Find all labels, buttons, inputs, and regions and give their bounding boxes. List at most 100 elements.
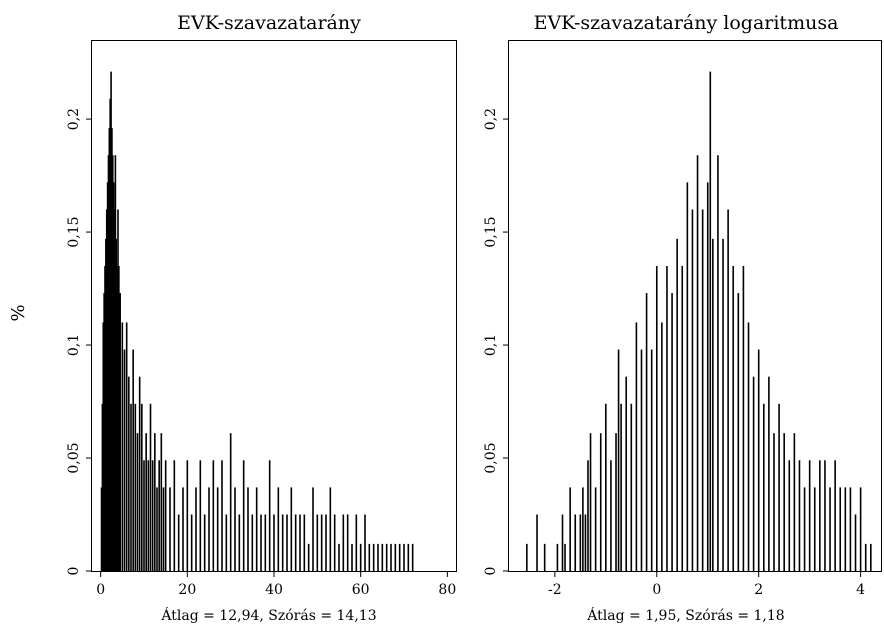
- bar: [839, 487, 842, 571]
- bar: [151, 460, 154, 571]
- y-tick-label: 0,2: [483, 108, 499, 130]
- bar: [411, 543, 414, 571]
- bar: [203, 514, 206, 571]
- bar: [706, 182, 709, 571]
- bar: [778, 403, 780, 571]
- bar: [737, 293, 740, 571]
- x-tick-label: 2: [754, 582, 763, 598]
- bar: [102, 322, 105, 571]
- bar: [849, 487, 852, 571]
- bar: [773, 433, 775, 571]
- bar: [182, 487, 184, 571]
- bar: [617, 349, 620, 571]
- bar: [106, 182, 109, 571]
- bar: [116, 265, 118, 571]
- bar: [686, 182, 689, 571]
- bar: [329, 487, 332, 571]
- bar: [709, 71, 712, 571]
- bar: [303, 514, 306, 571]
- bar: [268, 460, 271, 571]
- bar: [260, 514, 262, 571]
- bar: [752, 376, 755, 571]
- bar: [238, 514, 241, 571]
- bar: [251, 514, 254, 571]
- bar: [110, 71, 112, 571]
- bar: [104, 265, 106, 571]
- bar: [543, 543, 546, 571]
- y-tick-label: 0,15: [483, 216, 499, 247]
- bar: [536, 514, 538, 571]
- chart-panel-log: EVK-szavazatarány logaritmusa -2 0 2 4 0 0,0…: [483, 12, 882, 624]
- bar: [108, 128, 111, 571]
- x-tick-label: 4: [856, 582, 865, 598]
- bar: [138, 376, 141, 571]
- bar: [186, 460, 189, 571]
- bar: [564, 543, 566, 571]
- bar: [584, 514, 587, 571]
- bar: [273, 514, 275, 571]
- bar: [355, 514, 358, 571]
- bar: [162, 487, 165, 571]
- bar: [717, 155, 719, 572]
- bar: [819, 460, 821, 571]
- bar: [526, 543, 528, 571]
- bar: [594, 487, 597, 571]
- bar: [190, 514, 193, 571]
- y-tick-label: 0,05: [483, 442, 499, 473]
- y-tick-label: 0: [66, 567, 82, 576]
- bar: [136, 433, 139, 571]
- bar: [195, 487, 197, 571]
- bar: [813, 487, 816, 571]
- y-tick-label: 0,1: [483, 334, 499, 356]
- bar: [199, 460, 202, 571]
- bar: [125, 322, 128, 571]
- bar-group: [526, 71, 872, 572]
- bar: [351, 543, 353, 571]
- y-axis-label: %: [8, 304, 29, 321]
- bar: [385, 543, 388, 571]
- bar: [307, 543, 310, 571]
- bar: [115, 238, 118, 571]
- bar: [118, 265, 120, 571]
- x-axis-ticks: 0 20 40 60 80: [96, 571, 456, 598]
- bar: [798, 460, 801, 571]
- chart-title: EVK-szavazatarány logaritmusa: [534, 12, 839, 34]
- bar: [372, 543, 375, 571]
- bar: [242, 460, 245, 571]
- bar: [696, 155, 699, 572]
- bar: [666, 265, 668, 571]
- bar: [556, 543, 559, 571]
- bar: [117, 209, 119, 571]
- bar: [364, 514, 366, 571]
- bar: [320, 514, 323, 571]
- bar: [390, 543, 392, 571]
- bar: [134, 403, 137, 571]
- bar: [788, 460, 791, 571]
- bar: [574, 514, 577, 571]
- bar: [681, 265, 684, 571]
- x-axis-ticks: -2 0 2 4: [548, 571, 865, 598]
- bar: [722, 238, 724, 571]
- bar: [691, 209, 694, 571]
- bar: [732, 265, 735, 571]
- bar: [342, 514, 345, 571]
- bar: [107, 155, 110, 572]
- bar: [808, 460, 811, 571]
- bar: [747, 322, 750, 571]
- bar: [599, 433, 602, 571]
- bar: [277, 487, 280, 571]
- bar: [212, 460, 215, 571]
- bar: [141, 403, 143, 571]
- bar: [143, 460, 145, 571]
- bar: [221, 460, 223, 571]
- bar: [154, 433, 156, 571]
- bar: [286, 514, 288, 571]
- plot-frame: [508, 40, 882, 572]
- bar: [312, 487, 314, 571]
- bar: [114, 155, 117, 572]
- bar: [111, 128, 113, 571]
- x-tick-label: 60: [352, 582, 370, 598]
- bar: [829, 487, 831, 571]
- x-tick-label: 20: [178, 582, 196, 598]
- bar: [864, 543, 867, 571]
